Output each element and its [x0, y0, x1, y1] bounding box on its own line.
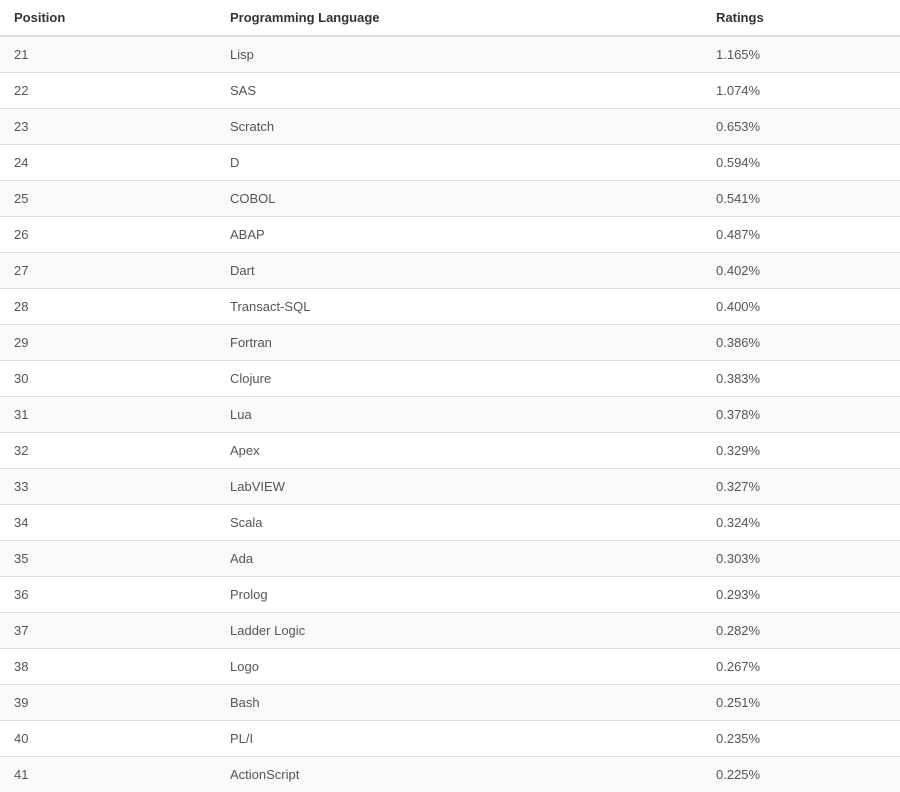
cell-ratings: 0.235% — [702, 721, 900, 757]
cell-language: ActionScript — [216, 757, 702, 792]
cell-language: Clojure — [216, 361, 702, 397]
cell-position: 40 — [0, 721, 216, 757]
cell-ratings: 0.251% — [702, 685, 900, 721]
cell-language: Bash — [216, 685, 702, 721]
cell-language: Fortran — [216, 325, 702, 361]
cell-ratings: 0.378% — [702, 397, 900, 433]
cell-language: ABAP — [216, 217, 702, 253]
cell-position: 39 — [0, 685, 216, 721]
cell-ratings: 1.165% — [702, 36, 900, 73]
cell-language: Dart — [216, 253, 702, 289]
cell-ratings: 0.383% — [702, 361, 900, 397]
cell-position: 31 — [0, 397, 216, 433]
cell-position: 33 — [0, 469, 216, 505]
cell-language: Prolog — [216, 577, 702, 613]
cell-language: Transact-SQL — [216, 289, 702, 325]
cell-ratings: 0.402% — [702, 253, 900, 289]
column-header-position: Position — [0, 0, 216, 36]
cell-position: 34 — [0, 505, 216, 541]
cell-ratings: 1.074% — [702, 73, 900, 109]
table-row: 31Lua0.378% — [0, 397, 900, 433]
cell-language: Scala — [216, 505, 702, 541]
table-row: 39Bash0.251% — [0, 685, 900, 721]
cell-position: 29 — [0, 325, 216, 361]
cell-ratings: 0.487% — [702, 217, 900, 253]
table-row: 23Scratch0.653% — [0, 109, 900, 145]
cell-language: Scratch — [216, 109, 702, 145]
table-row: 28Transact-SQL0.400% — [0, 289, 900, 325]
cell-ratings: 0.282% — [702, 613, 900, 649]
cell-ratings: 0.329% — [702, 433, 900, 469]
cell-language: Ladder Logic — [216, 613, 702, 649]
cell-position: 38 — [0, 649, 216, 685]
cell-ratings: 0.293% — [702, 577, 900, 613]
cell-ratings: 0.327% — [702, 469, 900, 505]
table-row: 34Scala0.324% — [0, 505, 900, 541]
cell-position: 23 — [0, 109, 216, 145]
table-row: 21Lisp1.165% — [0, 36, 900, 73]
table-row: 36Prolog0.293% — [0, 577, 900, 613]
cell-position: 25 — [0, 181, 216, 217]
cell-position: 30 — [0, 361, 216, 397]
cell-language: COBOL — [216, 181, 702, 217]
language-ratings-table: Position Programming Language Ratings 21… — [0, 0, 900, 792]
column-header-language: Programming Language — [216, 0, 702, 36]
cell-position: 24 — [0, 145, 216, 181]
cell-position: 26 — [0, 217, 216, 253]
table-row: 37Ladder Logic0.282% — [0, 613, 900, 649]
cell-language: Lisp — [216, 36, 702, 73]
table-row: 38Logo0.267% — [0, 649, 900, 685]
cell-ratings: 0.303% — [702, 541, 900, 577]
table-row: 27Dart0.402% — [0, 253, 900, 289]
cell-position: 22 — [0, 73, 216, 109]
table-row: 40PL/I0.235% — [0, 721, 900, 757]
cell-position: 37 — [0, 613, 216, 649]
cell-language: Apex — [216, 433, 702, 469]
cell-language: Ada — [216, 541, 702, 577]
cell-position: 32 — [0, 433, 216, 469]
cell-ratings: 0.324% — [702, 505, 900, 541]
table-row: 32Apex0.329% — [0, 433, 900, 469]
cell-ratings: 0.594% — [702, 145, 900, 181]
table-row: 35Ada0.303% — [0, 541, 900, 577]
table-row: 30Clojure0.383% — [0, 361, 900, 397]
table-body: 21Lisp1.165%22SAS1.074%23Scratch0.653%24… — [0, 36, 900, 792]
cell-position: 28 — [0, 289, 216, 325]
cell-position: 21 — [0, 36, 216, 73]
cell-language: Lua — [216, 397, 702, 433]
table-row: 29Fortran0.386% — [0, 325, 900, 361]
cell-position: 35 — [0, 541, 216, 577]
cell-ratings: 0.653% — [702, 109, 900, 145]
cell-ratings: 0.267% — [702, 649, 900, 685]
table-row: 41ActionScript0.225% — [0, 757, 900, 792]
cell-language: SAS — [216, 73, 702, 109]
cell-ratings: 0.225% — [702, 757, 900, 792]
cell-ratings: 0.541% — [702, 181, 900, 217]
cell-position: 36 — [0, 577, 216, 613]
cell-language: LabVIEW — [216, 469, 702, 505]
cell-language: PL/I — [216, 721, 702, 757]
table-header-row: Position Programming Language Ratings — [0, 0, 900, 36]
cell-ratings: 0.400% — [702, 289, 900, 325]
cell-position: 41 — [0, 757, 216, 792]
cell-language: D — [216, 145, 702, 181]
table-row: 33LabVIEW0.327% — [0, 469, 900, 505]
table-row: 26ABAP0.487% — [0, 217, 900, 253]
cell-language: Logo — [216, 649, 702, 685]
table-row: 22SAS1.074% — [0, 73, 900, 109]
cell-position: 27 — [0, 253, 216, 289]
cell-ratings: 0.386% — [702, 325, 900, 361]
table-row: 25COBOL0.541% — [0, 181, 900, 217]
table-row: 24D0.594% — [0, 145, 900, 181]
column-header-ratings: Ratings — [702, 0, 900, 36]
